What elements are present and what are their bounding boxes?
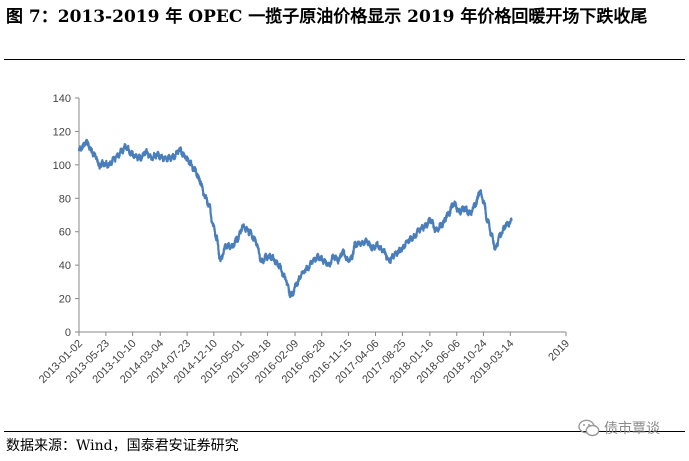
title-divider [4,59,685,60]
source-divider [4,431,685,432]
wechat-icon [578,419,600,437]
series-line-0 [77,138,513,299]
watermark: 债市覃谈 [578,418,660,438]
y-tick-label: 120 [53,126,71,138]
chart-axes [78,98,566,333]
y-tick-label: 100 [53,160,71,172]
y-tick-label: 20 [59,294,71,306]
y-tick-label: 40 [59,260,71,272]
y-tick-label: 80 [59,193,71,205]
figure-title: 图 7：2013-2019 年 OPEC 一揽子原油价格显示 2019 年价格回… [6,7,648,27]
source-note: 数据来源：Wind，国泰君安证券研究 [6,438,239,454]
y-axis-ticks: 0 20 40 60 80 100 120 140 [53,93,79,339]
x-axis-ticks: 2013-01-022013-05-232013-10-102014-03-04… [37,332,572,386]
y-tick-label: 0 [65,327,71,339]
y-tick-label: 140 [53,93,71,105]
y-tick-label: 60 [59,227,71,239]
x-tick-label: 2019 [546,338,572,364]
series-layer [77,138,513,299]
watermark-text: 债市覃谈 [604,421,660,437]
line-chart: 0 20 40 60 80 100 120 140 2013-01-022013-05-232… [37,93,572,386]
